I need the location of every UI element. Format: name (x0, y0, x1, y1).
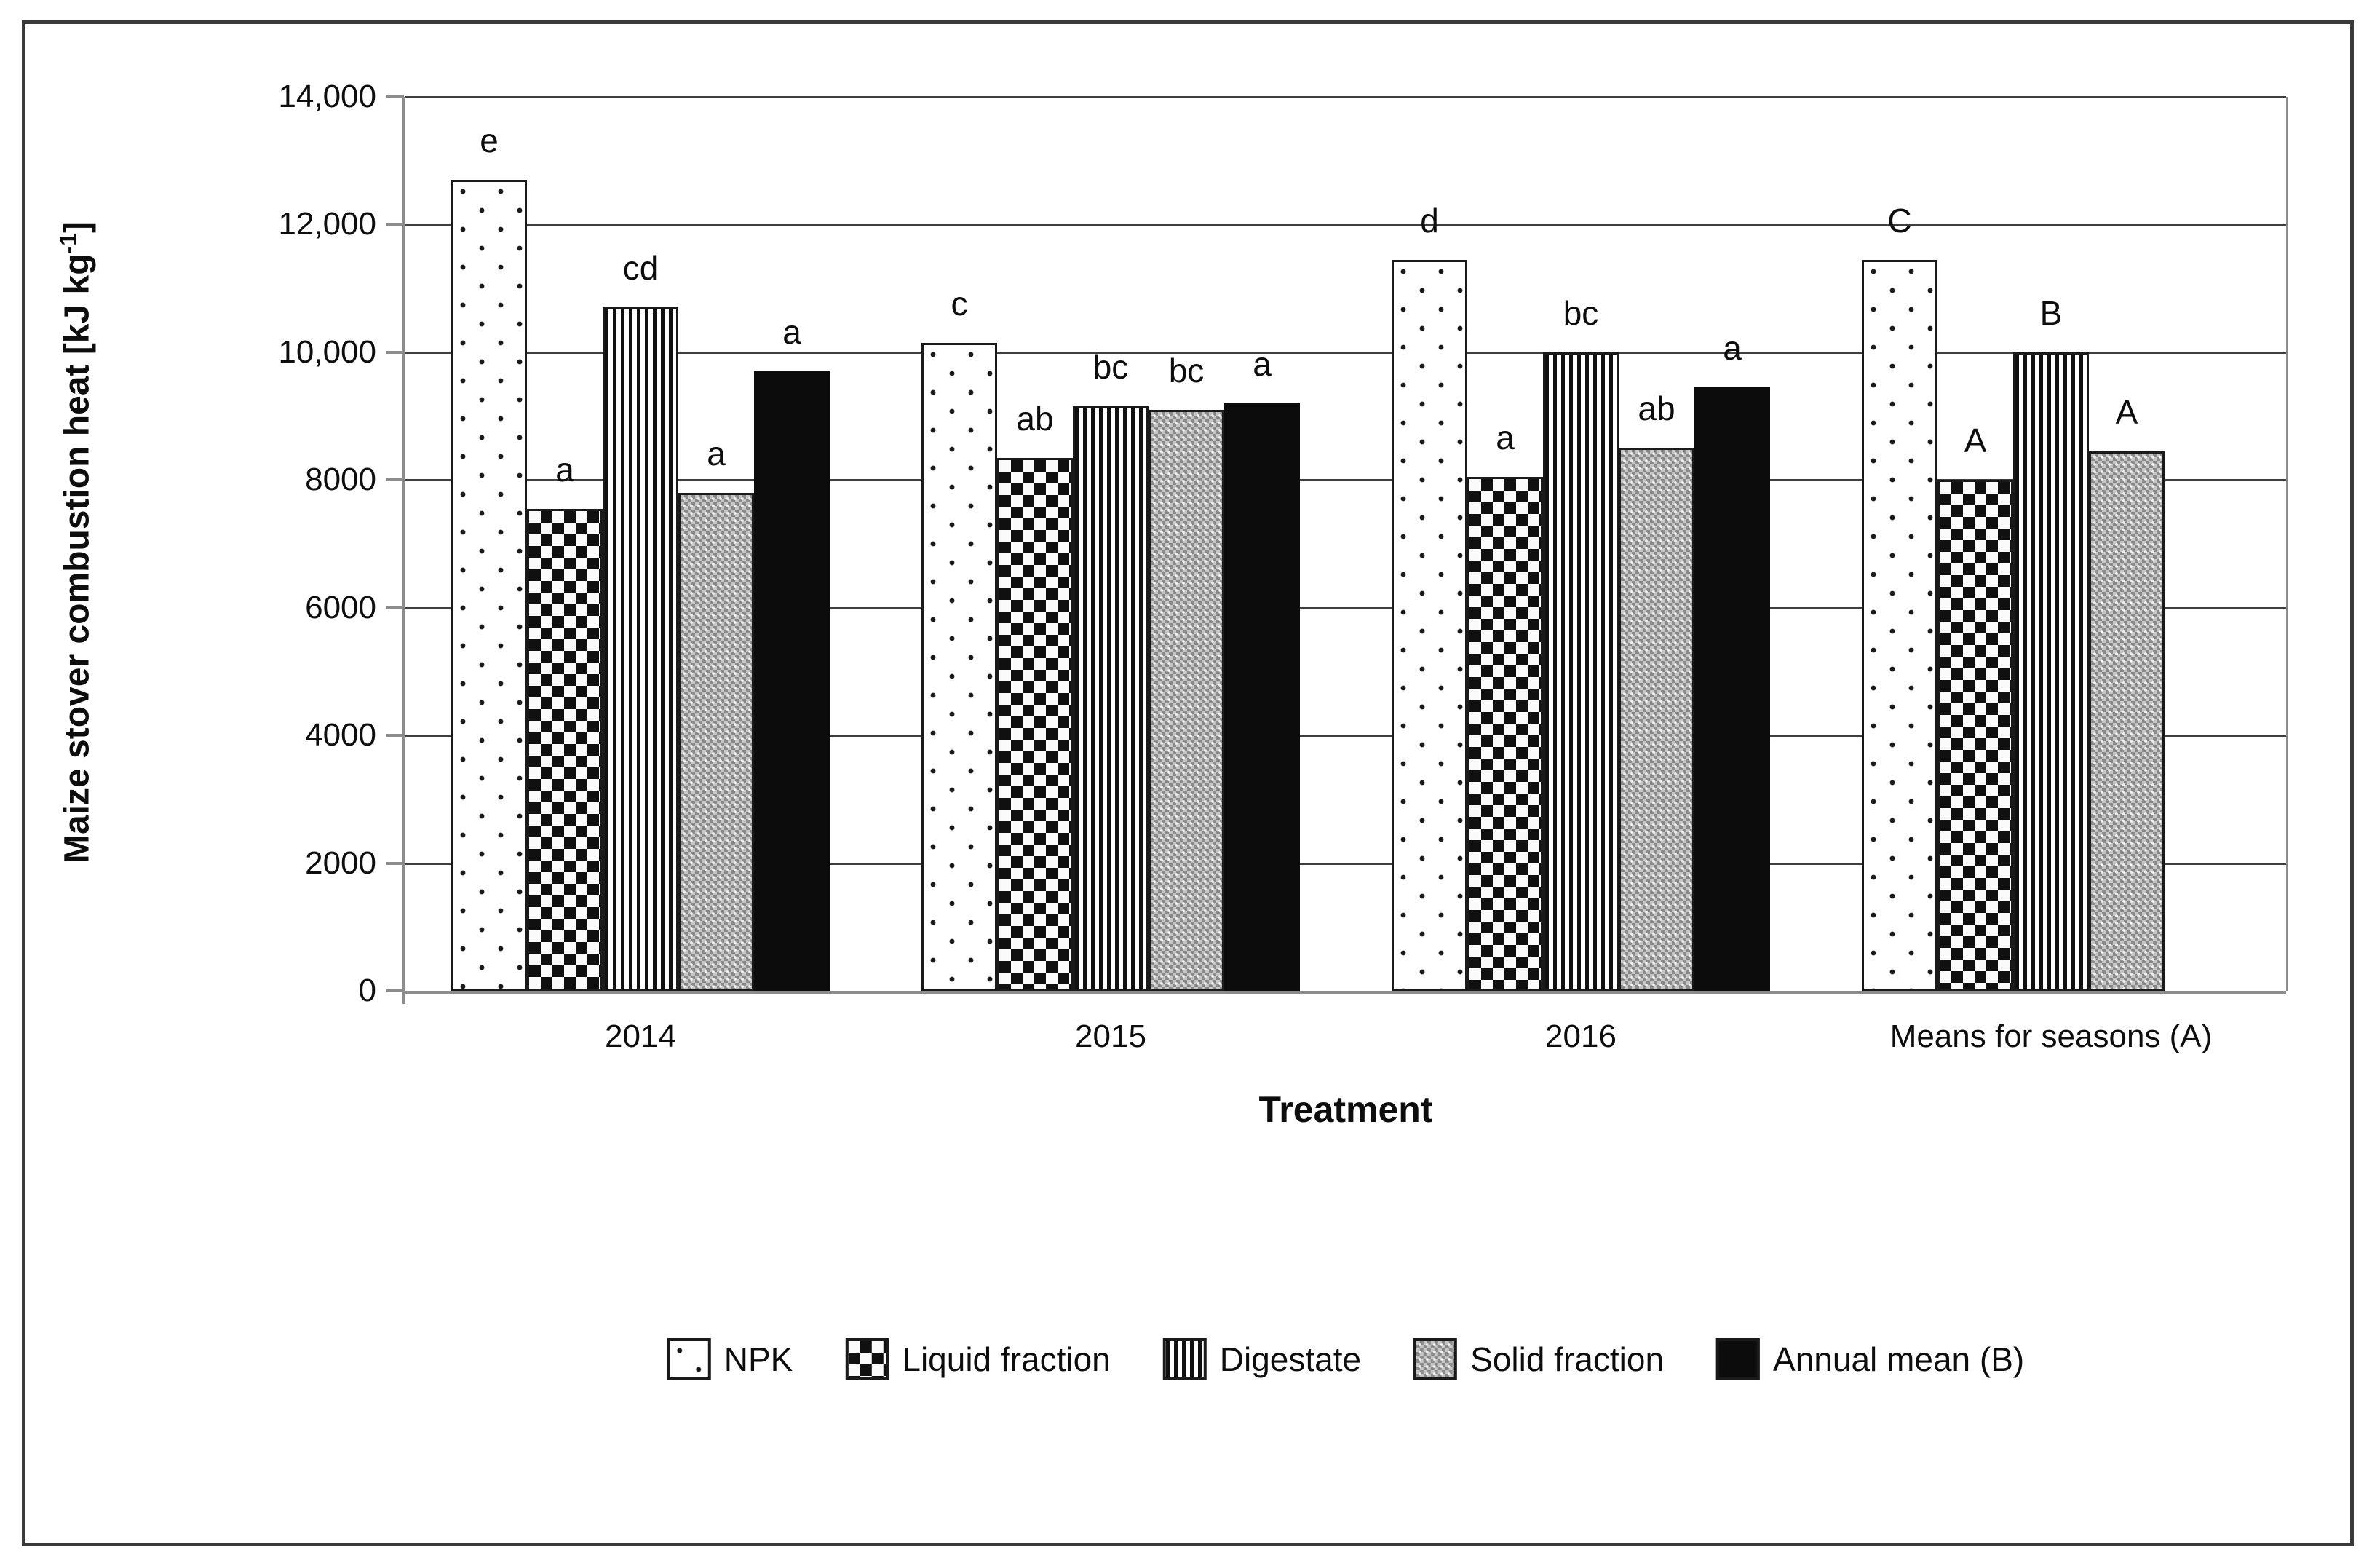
bar-solid-fraction-2014 (678, 492, 754, 991)
bar-annual-mean-b-2015 (1224, 403, 1300, 991)
sig-letter-a-0: a (555, 450, 574, 489)
bar-solid-fraction-2016 (1619, 448, 1694, 991)
gridline-4000 (405, 735, 2286, 737)
y-tick-label-12000: 12,000 (278, 206, 376, 242)
legend-swatch-npk (667, 1338, 711, 1380)
x-category-label-2014: 2014 (605, 1019, 676, 1054)
bar-annual-mean-b-2016 (1694, 387, 1770, 991)
legend-swatch-solid-fraction (1413, 1338, 1458, 1380)
sig-letter-c-1: c (951, 284, 968, 323)
y-tick-label-0: 0 (358, 973, 376, 1008)
y-tick-label-10000: 10,000 (278, 333, 376, 370)
sig-letter-A-3: A (2115, 392, 2138, 431)
y-tick-12000 (386, 223, 404, 226)
legend-label-liquid-fraction: Liquid fraction (902, 1340, 1111, 1378)
x-axis-title: Treatment (1258, 1089, 1433, 1130)
bar-liquid-fraction-2014 (527, 508, 603, 991)
legend-item-digestate: Digestate (1162, 1338, 1362, 1380)
y-tick-4000 (386, 734, 404, 737)
y-tick-label-14000: 14,000 (278, 79, 376, 114)
legend-item-annual-mean-b: Annual mean (B) (1716, 1338, 2024, 1380)
bar-liquid-fraction-2016 (1467, 476, 1543, 991)
legend: NPK Liquid fraction Digestate Solid fractio… (667, 1338, 2024, 1380)
sig-letter-a-1: a (1253, 345, 1272, 384)
sig-letter-a-2: a (1723, 329, 1742, 368)
x-axis-line (402, 991, 2286, 994)
sig-letter-e-0: e (480, 122, 499, 160)
bar-digestate-means-for-seasons-a (2013, 352, 2089, 991)
bar-liquid-fraction-2015 (997, 457, 1073, 991)
sig-letter-bc-1: bc (1092, 348, 1129, 387)
sig-letter-bc-1: bc (1168, 351, 1205, 389)
legend-swatch-annual-mean-b (1716, 1338, 1761, 1380)
gridline-8000 (405, 479, 2286, 482)
y-tick-label-4000: 4000 (305, 717, 376, 754)
sig-letter-a-2: a (1496, 418, 1515, 456)
y-tick-14000 (386, 95, 404, 98)
bar-solid-fraction-means-for-seasons-a (2089, 451, 2165, 991)
legend-label-annual-mean-b: Annual mean (B) (1773, 1340, 2025, 1378)
y-tick-10000 (386, 350, 404, 354)
legend-item-solid-fraction: Solid fraction (1413, 1338, 1664, 1380)
sig-letter-a-0: a (707, 434, 726, 472)
bar-solid-fraction-2015 (1149, 409, 1224, 991)
sig-letter-cd-0: cd (622, 249, 659, 288)
plot-right-border (2286, 97, 2288, 991)
bar-npk-means-for-seasons-a (1862, 259, 1937, 991)
sig-letter-d-2: d (1420, 201, 1439, 240)
x-category-label-2015: 2015 (1075, 1019, 1146, 1054)
legend-label-solid-fraction: Solid fraction (1470, 1340, 1665, 1378)
legend-swatch-digestate (1162, 1338, 1207, 1380)
bar-digestate-2015 (1073, 406, 1149, 991)
legend-item-npk: NPK (667, 1338, 793, 1380)
y-tick-label-8000: 8000 (305, 462, 376, 498)
bar-npk-2015 (921, 342, 997, 991)
y-tick-0 (386, 989, 404, 992)
gridline-14000 (405, 96, 2286, 98)
x-category-label-2016: 2016 (1545, 1019, 1617, 1054)
legend-swatch-liquid-fraction (845, 1338, 889, 1380)
gridline-10000 (405, 351, 2286, 354)
legend-label-digestate: Digestate (1219, 1340, 1362, 1378)
sig-letter-ab-1: ab (1016, 399, 1054, 438)
bar-npk-2016 (1392, 259, 1467, 991)
y-tick-8000 (386, 478, 404, 482)
bar-npk-2014 (451, 180, 527, 991)
gridline-2000 (405, 862, 2286, 865)
y-tick-label-2000: 2000 (305, 845, 376, 881)
sig-letter-C-3: C (1887, 201, 1912, 240)
bar-annual-mean-b-2014 (754, 371, 830, 991)
legend-label-npk: NPK (723, 1340, 793, 1378)
sig-letter-ab-2: ab (1638, 389, 1675, 428)
sig-letter-B-3: B (2039, 293, 2063, 332)
legend-item-liquid-fraction: Liquid fraction (845, 1338, 1111, 1380)
y-tick-label-6000: 6000 (305, 589, 376, 625)
y-axis-line (402, 97, 405, 1004)
bar-digestate-2016 (1543, 352, 1619, 991)
sig-letter-a-0: a (782, 313, 801, 352)
gridline-6000 (405, 606, 2286, 609)
bar-liquid-fraction-means-for-seasons-a (1937, 480, 2013, 991)
gridline-12000 (405, 224, 2286, 226)
bar-digestate-2014 (603, 307, 678, 991)
y-axis-title: Maize stover combustion heat [kJ kg-1] (55, 221, 97, 863)
x-category-label-means-for-seasons-a: Means for seasons (A) (1889, 1019, 2213, 1054)
sig-letter-bc-2: bc (1563, 293, 1599, 332)
y-tick-2000 (386, 861, 404, 865)
y-tick-6000 (386, 606, 404, 609)
sig-letter-A-3: A (1964, 422, 1987, 460)
